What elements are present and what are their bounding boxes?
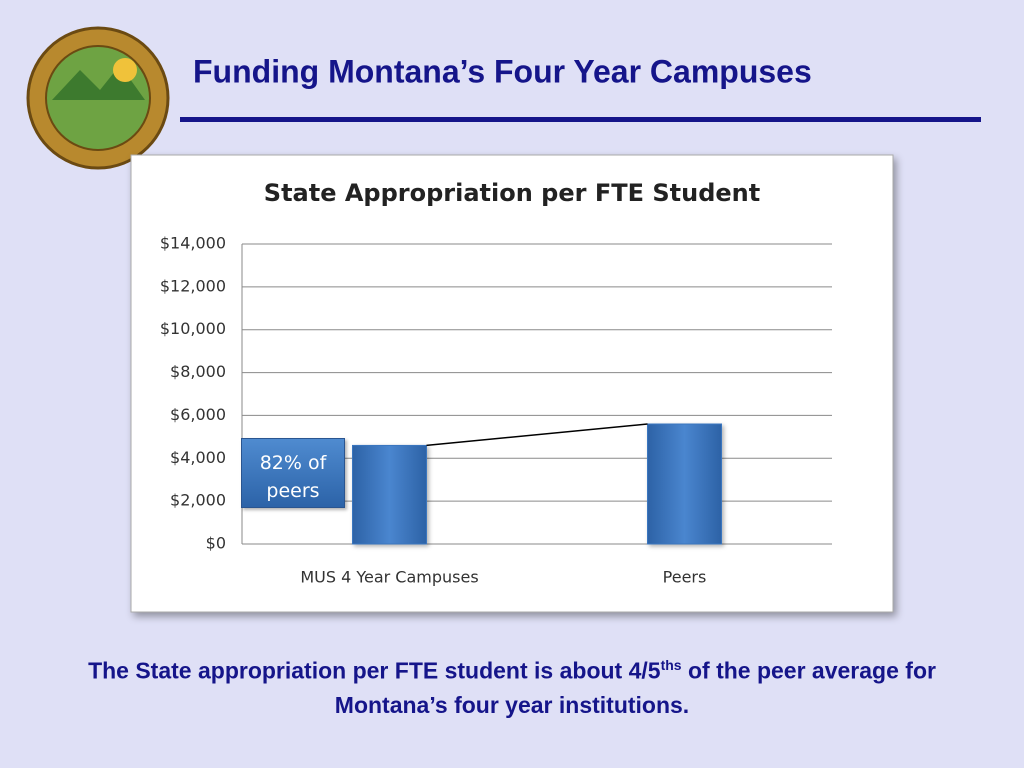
y-tick-label: $0 (206, 534, 226, 553)
y-tick-label: $14,000 (160, 234, 226, 253)
x-tick-label: Peers (663, 568, 707, 587)
annotation-text: of peers (266, 452, 327, 502)
bar (352, 444, 427, 545)
connector (426, 423, 648, 447)
x-tick-label: MUS 4 Year Campuses (300, 568, 478, 587)
chart-title: State Appropriation per FTE Student (264, 179, 760, 207)
caption-text: The State appropriation per FTE student … (88, 657, 661, 684)
caption-text: of the peer average for Montana’s four y… (334, 657, 936, 718)
title-rule (180, 117, 981, 122)
y-tick-label: $2,000 (170, 491, 226, 510)
y-tick-label: $8,000 (170, 362, 226, 381)
annotation-highlight: 82% (259, 452, 302, 474)
annotation: 82% of peers (241, 438, 345, 508)
slide-title: Funding Montana’s Four Year Campuses (193, 53, 812, 89)
seal (26, 26, 170, 170)
y-tick-label: $12,000 (160, 276, 226, 295)
caption-superscript: ths (660, 657, 682, 673)
caption: The State appropriation per FTE student … (60, 648, 964, 722)
y-tick-label: $6,000 (170, 405, 226, 424)
y-tick-label: $4,000 (170, 448, 226, 467)
bar (647, 423, 722, 545)
y-tick-label: $10,000 (160, 319, 226, 338)
chart-frame (130, 154, 894, 613)
